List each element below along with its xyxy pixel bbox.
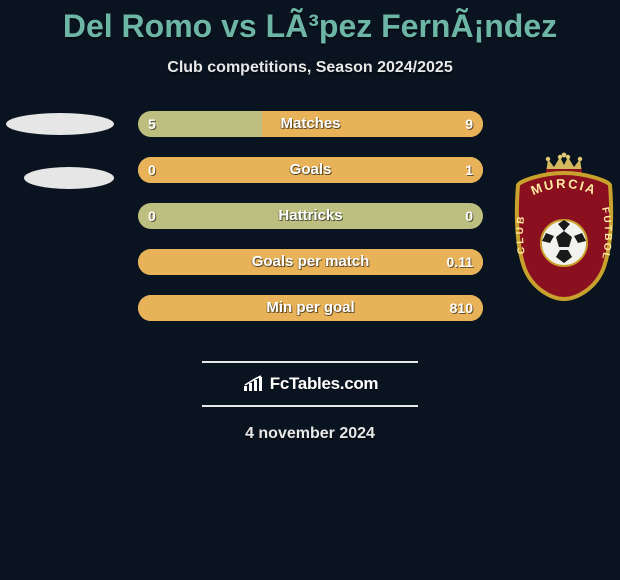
stat-rows: Matches59Goals01Hattricks00Goals per mat… (138, 111, 483, 341)
date-text: 4 november 2024 (0, 425, 620, 443)
watermark-text: FcTables.com (270, 374, 379, 394)
crest-left-text: CLUB (515, 213, 528, 255)
watermark: FcTables.com (202, 361, 418, 407)
page-title: Del Romo vs LÃ³pez FernÃ¡ndez (0, 0, 620, 45)
placeholder-ellipse (6, 113, 114, 135)
stat-row: Min per goal810 (138, 295, 483, 321)
stat-row: Matches5 9 (138, 111, 483, 137)
stat-row-label: Goals (138, 157, 483, 183)
stat-row: Goals per match0.11 (138, 249, 483, 275)
right-club-crest: MURCIA CLUB FUTBOL (514, 153, 614, 303)
shield-icon: MURCIA CLUB FUTBOL (514, 171, 614, 301)
stat-row-label: Goals per match (138, 249, 483, 275)
svg-text:CLUB: CLUB (515, 213, 528, 255)
placeholder-ellipse (24, 167, 114, 189)
stat-row-label: Hattricks (138, 203, 483, 229)
stats-area: Matches59Goals01Hattricks00Goals per mat… (0, 113, 620, 353)
football-icon (541, 220, 587, 266)
stat-row-right-value: 0.11 (447, 249, 473, 275)
stat-row-left-value: 0 (148, 203, 156, 229)
stat-row-right-value: 810 (450, 295, 473, 321)
subtitle: Club competitions, Season 2024/2025 (0, 59, 620, 77)
stat-row-right-value: 9 (465, 111, 473, 137)
stat-row: Goals0 1 (138, 157, 483, 183)
stat-row-label: Matches (138, 111, 483, 137)
stat-row-right-value: 0 (465, 203, 473, 229)
stat-row-label: Min per goal (138, 295, 483, 321)
stat-row-left-value: 0 (148, 157, 156, 183)
bar-chart-icon (242, 375, 266, 393)
stat-row-right-value: 1 (465, 157, 473, 183)
comparison-card: Del Romo vs LÃ³pez FernÃ¡ndez Club compe… (0, 0, 620, 580)
stat-row: Hattricks0 0 (138, 203, 483, 229)
crest: MURCIA CLUB FUTBOL (514, 153, 614, 303)
stat-row-left-value: 5 (148, 111, 156, 137)
